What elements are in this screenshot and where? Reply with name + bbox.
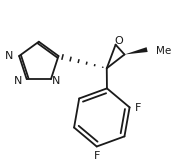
Text: N: N (14, 76, 23, 86)
Text: F: F (135, 103, 142, 113)
Text: N: N (52, 76, 60, 86)
Text: O: O (114, 36, 123, 46)
Text: F: F (94, 151, 100, 161)
Text: N: N (5, 51, 13, 61)
Polygon shape (124, 47, 148, 54)
Text: Me: Me (156, 46, 171, 56)
